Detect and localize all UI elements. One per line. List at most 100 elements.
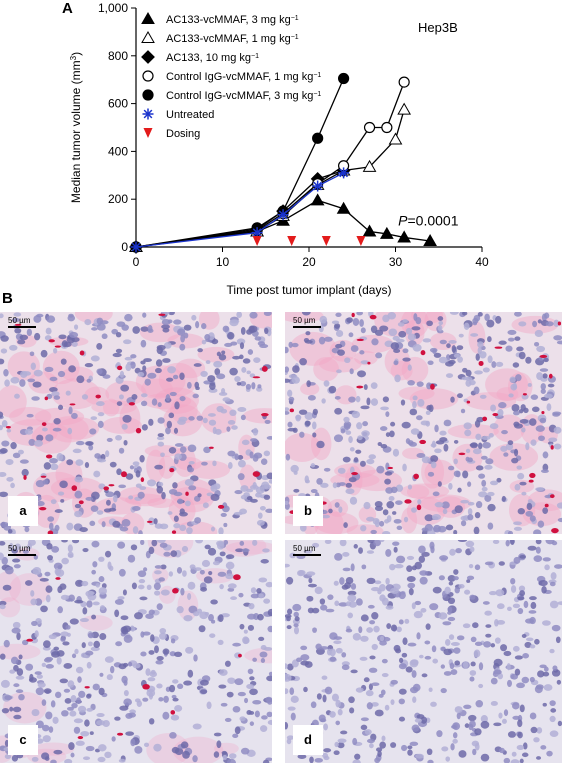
stain-blotch xyxy=(7,351,40,381)
cell-nucleus xyxy=(382,509,389,516)
scale-label-a: 50 µm xyxy=(8,316,31,325)
cell-nucleus xyxy=(402,357,411,362)
cell-nucleus xyxy=(443,443,449,452)
cell-nucleus xyxy=(120,384,130,392)
asterisk-stroke xyxy=(252,228,262,238)
cell-nucleus xyxy=(234,489,243,495)
cell-nucleus xyxy=(396,626,402,633)
cell-nucleus xyxy=(260,725,268,733)
cell-nucleus xyxy=(153,582,161,591)
stain-spot xyxy=(539,354,548,358)
cell-nucleus xyxy=(335,312,342,317)
cell-nucleus xyxy=(187,669,194,678)
cell-nucleus xyxy=(250,587,257,594)
cell-nucleus xyxy=(401,421,411,429)
cell-nucleus xyxy=(48,634,57,640)
cell-nucleus xyxy=(200,586,208,592)
cell-nucleus xyxy=(419,654,424,659)
stain-spot xyxy=(117,732,124,736)
cell-nucleus xyxy=(285,563,290,568)
cell-nucleus xyxy=(386,623,392,629)
cell-nucleus xyxy=(115,348,123,354)
cell-nucleus xyxy=(42,735,51,743)
cell-nucleus xyxy=(216,373,226,380)
cell-nucleus xyxy=(161,324,170,330)
cell-nucleus xyxy=(293,626,300,635)
cell-nucleus xyxy=(96,510,104,515)
stain-spot xyxy=(41,422,47,427)
cell-nucleus xyxy=(484,313,490,322)
cell-nucleus xyxy=(125,731,135,736)
cell-nucleus xyxy=(70,695,77,703)
cell-nucleus xyxy=(411,670,417,678)
cell-nucleus xyxy=(369,620,376,625)
cell-nucleus xyxy=(405,666,413,673)
cell-nucleus xyxy=(140,326,149,332)
cell-nucleus xyxy=(229,753,237,759)
cell-nucleus xyxy=(377,441,383,447)
cell-nucleus xyxy=(381,658,388,664)
cell-nucleus xyxy=(347,594,357,602)
cell-nucleus xyxy=(68,406,73,415)
cell-nucleus xyxy=(98,687,105,696)
cell-nucleus xyxy=(385,548,392,557)
cell-nucleus xyxy=(350,669,358,674)
cell-nucleus xyxy=(456,635,465,641)
cell-nucleus xyxy=(350,563,355,572)
cell-nucleus xyxy=(487,503,496,512)
cell-nucleus xyxy=(138,578,146,584)
cell-nucleus xyxy=(363,384,368,390)
data-point-5-0 xyxy=(130,241,142,253)
legend-label-text: AC133, 10 mg kg xyxy=(166,52,251,64)
sub-label-a: a xyxy=(8,496,38,526)
cell-nucleus xyxy=(343,422,351,430)
cell-nucleus xyxy=(156,436,165,441)
cell-nucleus xyxy=(538,580,548,587)
cell-nucleus xyxy=(168,488,178,495)
data-point-5-1 xyxy=(251,227,263,239)
cell-nucleus xyxy=(439,339,447,345)
cell-nucleus xyxy=(73,718,83,724)
cell-nucleus xyxy=(338,482,346,486)
cell-nucleus xyxy=(333,580,339,586)
cell-nucleus xyxy=(57,370,66,378)
cell-nucleus xyxy=(219,551,226,557)
cell-nucleus xyxy=(519,481,527,486)
cell-nucleus xyxy=(537,520,545,528)
cell-nucleus xyxy=(514,312,522,317)
cell-nucleus xyxy=(166,377,174,382)
cell-nucleus xyxy=(57,491,65,496)
cell-nucleus xyxy=(374,757,381,763)
cell-nucleus xyxy=(318,336,326,345)
cell-nucleus xyxy=(84,462,90,469)
cell-nucleus xyxy=(407,484,413,490)
stain-spot xyxy=(550,445,554,450)
cell-nucleus xyxy=(484,561,494,566)
cell-nucleus xyxy=(99,605,106,611)
stain-blotch xyxy=(447,424,499,439)
cell-nucleus xyxy=(494,637,501,644)
cell-nucleus xyxy=(291,342,299,348)
x-tick-label: 40 xyxy=(475,255,489,269)
cell-nucleus xyxy=(337,467,346,474)
cell-nucleus xyxy=(257,512,263,519)
cell-nucleus xyxy=(421,456,431,464)
cell-nucleus xyxy=(453,458,458,465)
cell-nucleus xyxy=(174,453,182,460)
cell-nucleus xyxy=(485,458,494,465)
cell-nucleus xyxy=(295,414,302,420)
cell-nucleus xyxy=(450,642,460,646)
cell-nucleus xyxy=(36,434,44,442)
cell-nucleus xyxy=(227,420,236,425)
cell-nucleus xyxy=(525,356,532,364)
cell-nucleus xyxy=(549,648,555,654)
cell-nucleus xyxy=(489,423,499,430)
cell-nucleus xyxy=(200,689,208,695)
cell-nucleus xyxy=(256,519,265,526)
cell-nucleus xyxy=(512,362,520,368)
cell-nucleus xyxy=(132,526,139,534)
cell-nucleus xyxy=(535,540,542,545)
cell-nucleus xyxy=(523,407,529,414)
cell-nucleus xyxy=(145,668,151,676)
stain-blotch xyxy=(334,463,376,479)
